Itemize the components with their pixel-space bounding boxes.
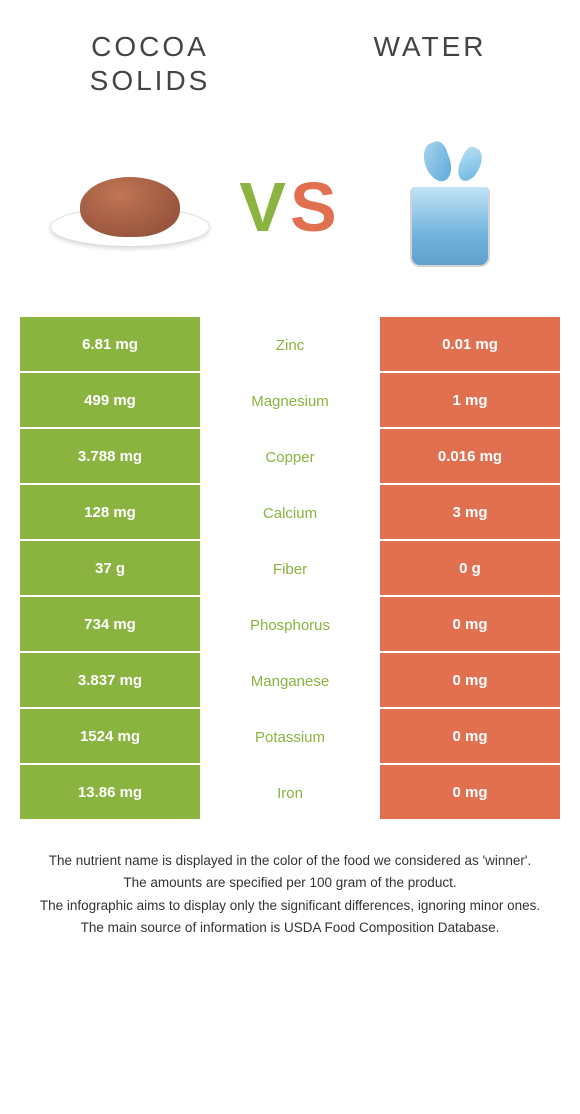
cell-nutrient-name: Phosphorus: [200, 597, 380, 653]
table-row: 6.81 mgZinc0.01 mg: [20, 317, 560, 373]
cell-left-value: 128 mg: [20, 485, 200, 541]
cell-left-value: 6.81 mg: [20, 317, 200, 373]
cell-left-value: 734 mg: [20, 597, 200, 653]
vs-label: VS: [239, 167, 340, 247]
cocoa-image: [40, 137, 220, 277]
table-row: 1524 mgPotassium0 mg: [20, 709, 560, 765]
cell-nutrient-name: Fiber: [200, 541, 380, 597]
footer-line: The nutrient name is displayed in the co…: [25, 851, 555, 871]
cell-left-value: 3.837 mg: [20, 653, 200, 709]
vs-v: V: [239, 168, 290, 246]
table-row: 37 gFiber0 g: [20, 541, 560, 597]
cell-left-value: 3.788 mg: [20, 429, 200, 485]
table-row: 3.788 mgCopper0.016 mg: [20, 429, 560, 485]
cell-right-value: 1 mg: [380, 373, 560, 429]
cell-right-value: 3 mg: [380, 485, 560, 541]
table-row: 13.86 mgIron0 mg: [20, 765, 560, 821]
table-row: 128 mgCalcium3 mg: [20, 485, 560, 541]
cell-left-value: 1524 mg: [20, 709, 200, 765]
cell-nutrient-name: Magnesium: [200, 373, 380, 429]
cell-nutrient-name: Iron: [200, 765, 380, 821]
header: COCOA SOLIDS WATER: [20, 20, 560, 117]
cell-left-value: 37 g: [20, 541, 200, 597]
cell-right-value: 0 mg: [380, 709, 560, 765]
vs-row: VS: [20, 117, 560, 307]
comparison-table: 6.81 mgZinc0.01 mg499 mgMagnesium1 mg3.7…: [20, 317, 560, 821]
vs-s: S: [290, 168, 341, 246]
title-right: WATER: [340, 30, 520, 64]
table-row: 734 mgPhosphorus0 mg: [20, 597, 560, 653]
cell-right-value: 0.01 mg: [380, 317, 560, 373]
cell-right-value: 0 mg: [380, 765, 560, 821]
cell-nutrient-name: Zinc: [200, 317, 380, 373]
footer-line: The amounts are specified per 100 gram o…: [25, 873, 555, 893]
cell-right-value: 0 mg: [380, 653, 560, 709]
footer-line: The main source of information is USDA F…: [25, 918, 555, 938]
cell-nutrient-name: Calcium: [200, 485, 380, 541]
title-left: COCOA SOLIDS: [60, 30, 240, 97]
cell-left-value: 13.86 mg: [20, 765, 200, 821]
cell-right-value: 0.016 mg: [380, 429, 560, 485]
cell-right-value: 0 g: [380, 541, 560, 597]
table-row: 3.837 mgManganese0 mg: [20, 653, 560, 709]
cell-right-value: 0 mg: [380, 597, 560, 653]
cell-nutrient-name: Copper: [200, 429, 380, 485]
cell-nutrient-name: Manganese: [200, 653, 380, 709]
cell-left-value: 499 mg: [20, 373, 200, 429]
footer-line: The infographic aims to display only the…: [25, 896, 555, 916]
water-image: [360, 137, 540, 277]
footer-notes: The nutrient name is displayed in the co…: [20, 851, 560, 938]
table-row: 499 mgMagnesium1 mg: [20, 373, 560, 429]
cell-nutrient-name: Potassium: [200, 709, 380, 765]
